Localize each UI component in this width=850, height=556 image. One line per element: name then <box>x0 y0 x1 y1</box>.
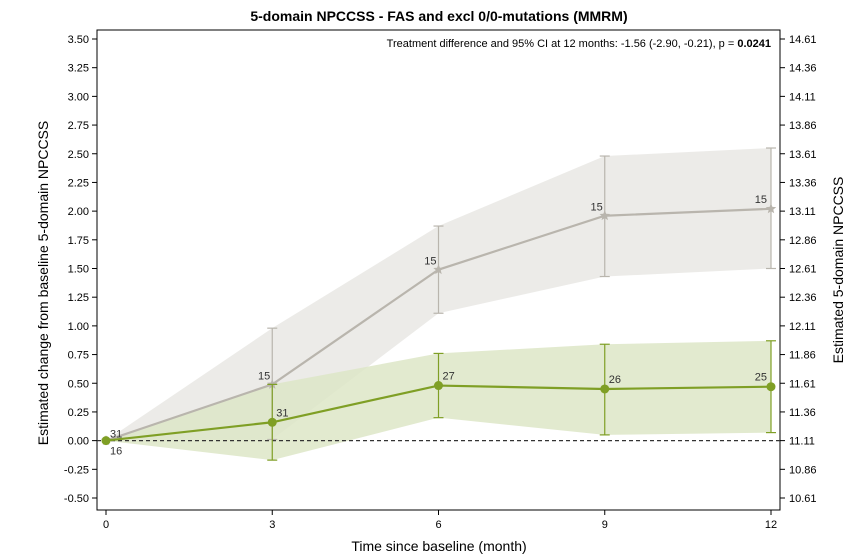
y-tick-label-right: 12.61 <box>789 264 817 276</box>
x-tick-label: 9 <box>602 519 608 531</box>
y-tick-label-left: 0.75 <box>68 350 89 362</box>
y-tick-label-left: 1.50 <box>68 264 89 276</box>
y-tick-label-right: 13.36 <box>789 177 817 189</box>
y-tick-label-right: 10.86 <box>789 464 817 476</box>
y-tick-label-left: 2.75 <box>68 120 89 132</box>
y-tick-label-left: 1.00 <box>68 321 89 333</box>
annotation-text: Treatment difference and 95% CI at 12 mo… <box>387 38 738 50</box>
y-tick-label-left: 0.00 <box>68 436 89 448</box>
x-axis-label: Time since baseline (month) <box>351 538 526 554</box>
y-tick-label-left: 0.25 <box>68 407 89 419</box>
series-0-n-label: 15 <box>755 194 767 206</box>
series-0-point <box>433 264 444 275</box>
y-tick-label-right: 14.61 <box>789 34 817 46</box>
series-1-n-label: 26 <box>609 374 621 386</box>
y-tick-label-left: 3.50 <box>68 34 89 46</box>
y-tick-label-right: 14.11 <box>789 91 816 103</box>
y-tick-label-right: 13.61 <box>789 149 817 161</box>
y-tick-label-left: 2.50 <box>68 149 89 161</box>
y-tick-label-right: 11.61 <box>789 378 816 390</box>
y-axis-label-left: Estimated change from baseline 5-domain … <box>35 121 51 446</box>
y-tick-label-left: 2.00 <box>68 206 89 218</box>
y-tick-label-right: 11.11 <box>789 436 815 448</box>
y-tick-label-left: 3.00 <box>68 91 89 103</box>
series-1-point <box>600 384 610 394</box>
y-tick-label-left: 2.25 <box>68 177 89 189</box>
y-tick-label-right: 12.86 <box>789 235 817 247</box>
series-0-n-label: 15 <box>258 370 270 382</box>
series-1-n-label: 31 <box>276 407 288 419</box>
y-tick-label-right: 12.11 <box>789 321 816 333</box>
x-tick-label: 6 <box>435 519 441 531</box>
series-1-n-label: 27 <box>443 371 455 383</box>
x-tick-label: 0 <box>103 519 109 531</box>
y-tick-label-right: 12.36 <box>789 292 817 304</box>
y-tick-label-right: 13.11 <box>789 206 816 218</box>
x-tick-label: 12 <box>765 519 777 531</box>
series-0-n-label: 16 <box>110 446 122 458</box>
treatment-difference-annotation: Treatment difference and 95% CI at 12 mo… <box>387 38 771 50</box>
series-1-point <box>101 436 111 446</box>
series-0-n-label: 15 <box>591 202 603 214</box>
chart-title: 5-domain NPCCSS - FAS and excl 0/0-mutat… <box>250 8 627 24</box>
y-tick-label-left: -0.25 <box>64 464 89 476</box>
series-1-point <box>267 417 277 427</box>
series-1-n-label: 25 <box>755 372 767 384</box>
x-tick-label: 3 <box>269 519 275 531</box>
y-tick-label-left: -0.50 <box>64 493 89 505</box>
y-tick-label-left: 0.50 <box>68 378 89 390</box>
annotation-p-value: 0.0241 <box>737 38 771 50</box>
series-0-point <box>599 210 610 221</box>
series-1-point <box>434 381 443 391</box>
y-tick-label-left: 3.25 <box>68 63 89 75</box>
y-tick-label-right: 11.36 <box>789 407 816 419</box>
y-tick-label-right: 14.36 <box>789 63 817 75</box>
y-tick-label-right: 10.61 <box>789 493 817 505</box>
y-tick-label-left: 1.75 <box>68 235 89 247</box>
y-tick-label-right: 13.86 <box>789 120 817 132</box>
series-0-point <box>765 203 777 214</box>
series-1-n-label: 31 <box>110 429 122 441</box>
y-tick-label-right: 11.86 <box>789 350 816 362</box>
series-0-n-label: 15 <box>424 256 436 268</box>
series-1-point <box>766 382 776 392</box>
y-tick-label-left: 1.25 <box>68 292 89 304</box>
y-axis-label-right: Estimated 5-domain NPCCSS <box>830 177 846 364</box>
